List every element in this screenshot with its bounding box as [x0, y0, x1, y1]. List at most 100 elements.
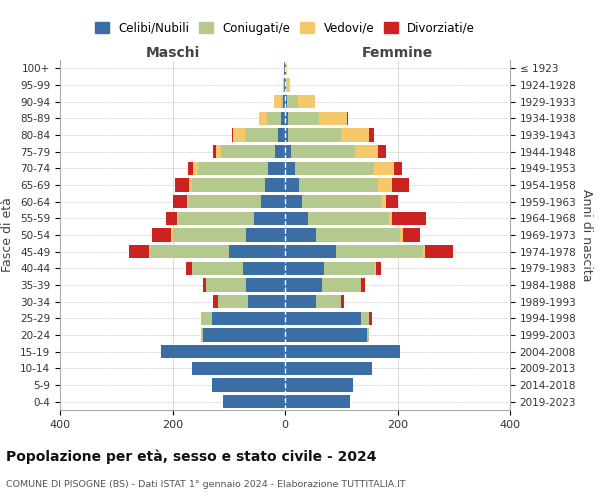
- Bar: [285, 378, 353, 392]
- Bar: [392, 178, 409, 192]
- Bar: [166, 212, 177, 225]
- Bar: [308, 212, 389, 225]
- Y-axis label: Fasce di età: Fasce di età: [1, 198, 14, 272]
- Bar: [233, 128, 245, 141]
- Bar: [259, 112, 267, 125]
- Bar: [175, 178, 190, 192]
- Bar: [285, 178, 299, 192]
- Bar: [316, 228, 400, 241]
- Text: COMUNE DI PISOGNE (BS) - Dati ISTAT 1° gennaio 2024 - Elaborazione TUTTITALIA.IT: COMUNE DI PISOGNE (BS) - Dati ISTAT 1° g…: [6, 480, 406, 489]
- Bar: [347, 112, 348, 125]
- Bar: [378, 178, 392, 192]
- Bar: [192, 262, 243, 275]
- Bar: [193, 162, 198, 175]
- Bar: [267, 112, 281, 125]
- Bar: [198, 162, 268, 175]
- Bar: [335, 245, 423, 258]
- Bar: [149, 245, 150, 258]
- Bar: [285, 95, 287, 108]
- Bar: [218, 295, 248, 308]
- Bar: [285, 328, 367, 342]
- Bar: [285, 228, 316, 241]
- Bar: [223, 395, 285, 408]
- Bar: [262, 195, 285, 208]
- Bar: [299, 178, 378, 192]
- Bar: [370, 312, 372, 325]
- Bar: [203, 328, 285, 342]
- Bar: [287, 78, 290, 92]
- Bar: [355, 145, 378, 158]
- Bar: [285, 128, 288, 141]
- Bar: [285, 245, 335, 258]
- Bar: [392, 212, 425, 225]
- Text: Femmine: Femmine: [362, 46, 433, 60]
- Bar: [285, 345, 400, 358]
- Bar: [302, 195, 380, 208]
- Bar: [295, 162, 374, 175]
- Bar: [221, 145, 275, 158]
- Bar: [285, 78, 286, 92]
- Bar: [290, 145, 355, 158]
- Bar: [129, 245, 149, 258]
- Bar: [268, 162, 285, 175]
- Bar: [213, 295, 218, 308]
- Bar: [192, 362, 285, 375]
- Bar: [319, 112, 347, 125]
- Bar: [254, 212, 285, 225]
- Bar: [283, 95, 285, 108]
- Bar: [425, 245, 452, 258]
- Bar: [400, 228, 403, 241]
- Bar: [178, 212, 254, 225]
- Bar: [203, 278, 206, 291]
- Bar: [316, 295, 341, 308]
- Y-axis label: Anni di nascita: Anni di nascita: [580, 188, 593, 281]
- Bar: [285, 145, 290, 158]
- Bar: [173, 228, 245, 241]
- Bar: [285, 395, 350, 408]
- Bar: [288, 128, 341, 141]
- Bar: [285, 112, 288, 125]
- Bar: [394, 162, 402, 175]
- Bar: [285, 195, 302, 208]
- Bar: [232, 128, 233, 141]
- Bar: [341, 295, 344, 308]
- Bar: [212, 378, 285, 392]
- Bar: [212, 312, 285, 325]
- Bar: [281, 112, 285, 125]
- Bar: [298, 95, 315, 108]
- Bar: [378, 145, 386, 158]
- Bar: [285, 278, 322, 291]
- Bar: [285, 312, 361, 325]
- Bar: [173, 195, 187, 208]
- Bar: [265, 178, 285, 192]
- Bar: [274, 95, 281, 108]
- Bar: [361, 278, 365, 291]
- Bar: [177, 212, 178, 225]
- Bar: [380, 195, 386, 208]
- Bar: [285, 262, 325, 275]
- Bar: [285, 295, 316, 308]
- Text: Maschi: Maschi: [145, 46, 200, 60]
- Bar: [281, 95, 283, 108]
- Bar: [200, 312, 212, 325]
- Bar: [186, 262, 191, 275]
- Bar: [322, 278, 361, 291]
- Bar: [367, 328, 370, 342]
- Bar: [325, 262, 375, 275]
- Bar: [386, 195, 398, 208]
- Bar: [200, 328, 203, 342]
- Bar: [341, 128, 370, 141]
- Bar: [423, 245, 425, 258]
- Bar: [278, 128, 285, 141]
- Text: Popolazione per età, sesso e stato civile - 2024: Popolazione per età, sesso e stato civil…: [6, 450, 377, 464]
- Bar: [206, 278, 245, 291]
- Bar: [376, 262, 381, 275]
- Bar: [245, 228, 285, 241]
- Bar: [403, 228, 420, 241]
- Bar: [245, 128, 278, 141]
- Bar: [245, 278, 285, 291]
- Bar: [243, 262, 285, 275]
- Bar: [283, 78, 284, 92]
- Bar: [187, 195, 188, 208]
- Bar: [389, 212, 392, 225]
